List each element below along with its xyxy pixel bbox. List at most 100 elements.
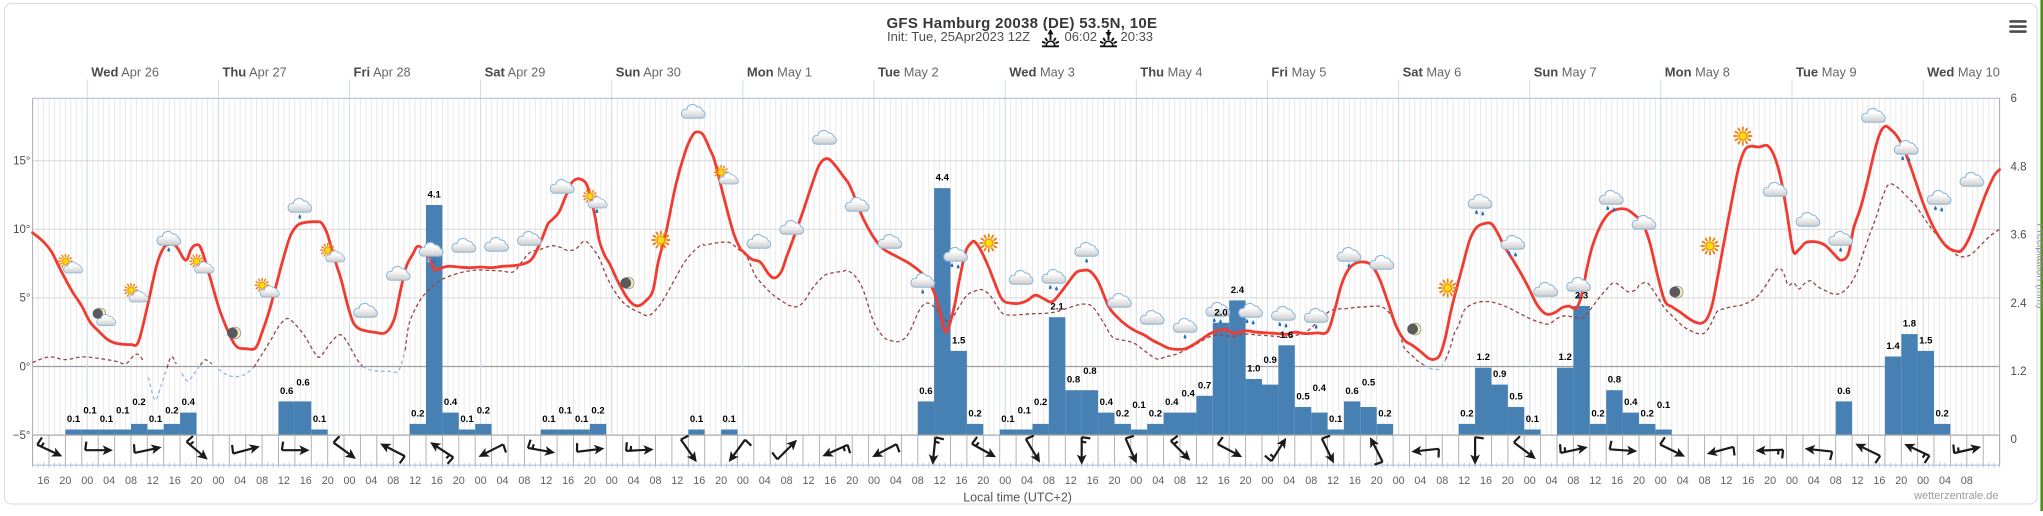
svg-text:20: 20 [1240,475,1252,487]
svg-text:16: 16 [1218,475,1230,487]
svg-text:16: 16 [300,475,312,487]
svg-text:0.2: 0.2 [1936,408,1949,419]
svg-text:04: 04 [1152,475,1164,487]
svg-text:12: 12 [1065,475,1077,487]
svg-text:Wed May 10: Wed May 10 [1927,65,2000,80]
svg-text:12: 12 [540,475,552,487]
svg-text:08: 08 [256,475,268,487]
svg-text:20: 20 [1108,475,1120,487]
svg-text:0.1: 0.1 [313,414,327,425]
svg-text:20: 20 [1633,475,1645,487]
svg-text:00: 00 [1786,475,1798,487]
svg-text:20: 20 [1502,475,1514,487]
svg-text:0.1: 0.1 [116,406,130,417]
svg-text:04: 04 [1808,475,1820,487]
svg-text:0.6: 0.6 [919,386,932,397]
svg-text:08: 08 [1174,475,1186,487]
svg-text:1.5: 1.5 [1919,335,1933,346]
svg-text:08: 08 [518,475,530,487]
svg-text:0.1: 0.1 [542,414,556,425]
svg-text:16: 16 [1611,475,1623,487]
svg-text:12: 12 [409,475,421,487]
svg-text:0.8: 0.8 [1083,366,1097,377]
svg-text:0.1: 0.1 [1001,414,1015,425]
svg-text:00: 00 [1393,475,1405,487]
svg-text:0.4: 0.4 [1100,397,1114,408]
svg-text:08: 08 [781,475,793,487]
svg-text:Fri Apr 28: Fri Apr 28 [354,65,411,80]
svg-text:00: 00 [999,475,1011,487]
svg-text:20: 20 [1764,475,1776,487]
svg-text:04: 04 [1677,475,1689,487]
svg-text:08: 08 [1961,475,1973,487]
svg-text:0.9: 0.9 [1264,355,1277,366]
svg-text:2.1: 2.1 [1050,302,1064,313]
svg-text:Thu Apr 27: Thu Apr 27 [222,65,286,80]
svg-text:04: 04 [1939,475,1951,487]
svg-text:00: 00 [1655,475,1667,487]
svg-text:Local time (UTC+2): Local time (UTC+2) [963,491,1072,505]
svg-text:0.7: 0.7 [1198,380,1211,391]
svg-text:Sat May 6: Sat May 6 [1403,65,1462,80]
svg-text:12: 12 [671,475,683,487]
svg-text:Init: Tue, 25Apr2023 12Z: Init: Tue, 25Apr2023 12Z [887,29,1030,44]
svg-text:Mon May 1: Mon May 1 [747,65,812,80]
svg-text:00: 00 [1524,475,1536,487]
svg-text:12: 12 [1458,475,1470,487]
svg-text:0.2: 0.2 [1116,408,1129,419]
svg-text:00: 00 [475,475,487,487]
svg-text:04: 04 [759,475,771,487]
svg-text:0.2: 0.2 [1641,408,1654,419]
svg-text:Precipitation (mm): Precipitation (mm) [2035,223,2043,308]
svg-text:2.4: 2.4 [2011,298,2028,310]
svg-text:20: 20 [453,475,465,487]
svg-text:1.8: 1.8 [1903,319,1917,330]
svg-text:0.5: 0.5 [1362,377,1376,388]
svg-text:08: 08 [125,475,137,487]
svg-text:0.1: 0.1 [100,414,114,425]
svg-text:Sun May 7: Sun May 7 [1534,65,1597,80]
svg-text:0.1: 0.1 [1657,400,1671,411]
svg-text:12: 12 [278,475,290,487]
svg-text:wetterzentrale.de: wetterzentrale.de [1913,490,1998,502]
svg-text:2.3: 2.3 [1575,291,1588,302]
svg-text:20: 20 [59,475,71,487]
svg-text:0.1: 0.1 [1018,406,1032,417]
svg-text:04: 04 [628,475,640,487]
svg-text:Mon May 8: Mon May 8 [1665,65,1730,80]
svg-text:16: 16 [37,475,49,487]
svg-text:06:02: 06:02 [1065,29,1098,44]
svg-text:0.6: 0.6 [1837,386,1850,397]
svg-text:20: 20 [1371,475,1383,487]
svg-text:0.2: 0.2 [1460,408,1473,419]
svg-text:08: 08 [1043,475,1055,487]
svg-text:0.1: 0.1 [559,406,573,417]
svg-text:08: 08 [912,475,924,487]
svg-text:1.0: 1.0 [1247,364,1260,375]
svg-text:08: 08 [1830,475,1842,487]
svg-text:2.0: 2.0 [1214,307,1227,318]
svg-text:16: 16 [1349,475,1361,487]
svg-text:5°: 5° [20,293,31,305]
svg-text:Wed Apr 26: Wed Apr 26 [91,65,159,80]
svg-text:20: 20 [584,475,596,487]
svg-text:0.1: 0.1 [1329,414,1343,425]
svg-text:4.1: 4.1 [428,190,442,201]
svg-text:12: 12 [1851,475,1863,487]
svg-text:2.4: 2.4 [1231,285,1245,296]
svg-text:12: 12 [1720,475,1732,487]
svg-text:20: 20 [322,475,334,487]
svg-text:16: 16 [955,475,967,487]
svg-text:04: 04 [1414,475,1426,487]
svg-text:04: 04 [1021,475,1033,487]
svg-text:16: 16 [562,475,574,487]
svg-text:0.4: 0.4 [1624,397,1638,408]
svg-text:−5°: −5° [13,430,31,442]
svg-text:04: 04 [1283,475,1295,487]
svg-text:20: 20 [846,475,858,487]
svg-text:04: 04 [496,475,508,487]
svg-text:0.9: 0.9 [1493,369,1506,380]
svg-text:20:33: 20:33 [1121,29,1154,44]
svg-text:16: 16 [1742,475,1754,487]
svg-text:00: 00 [212,475,224,487]
